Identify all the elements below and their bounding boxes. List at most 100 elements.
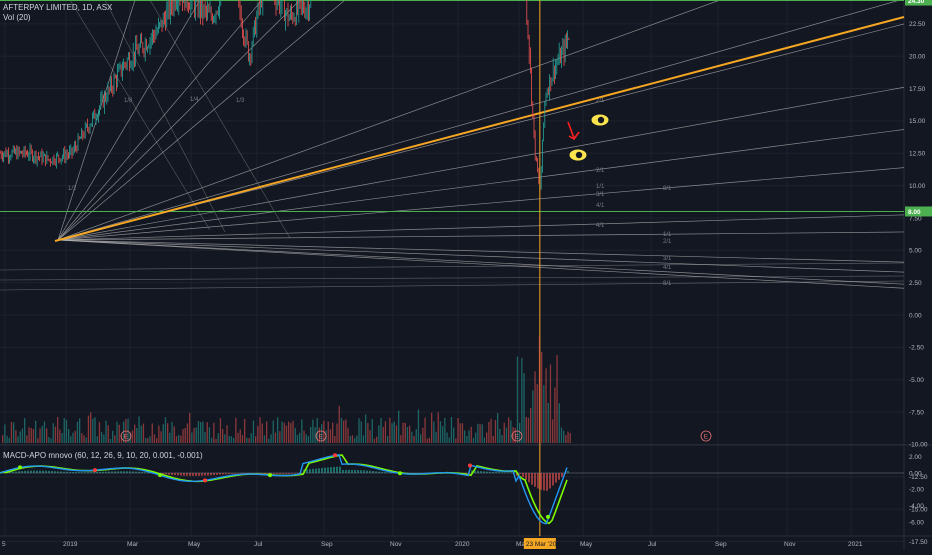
price-axis-label: -7.50 [909, 409, 924, 416]
volume-bar [281, 421, 282, 443]
macd-histogram-bar [111, 471, 113, 473]
volume-bar [169, 433, 170, 443]
macd-histogram-bar [96, 472, 98, 473]
macd-histogram-bar [384, 472, 386, 473]
macd-histogram-bar [204, 473, 206, 476]
volume-bar [145, 438, 146, 443]
volume-bar [97, 436, 98, 443]
volume-bar [53, 423, 54, 443]
volume-bar [475, 433, 476, 443]
volume-bar [70, 436, 71, 443]
macd-histogram-bar [75, 472, 77, 473]
macd-histogram-bar [69, 472, 71, 473]
macd-histogram-bar [30, 471, 32, 473]
macd-histogram-bar [201, 473, 203, 476]
volume-bar [358, 418, 359, 443]
gann-label: 3/1 [596, 192, 605, 198]
volume-bar [171, 422, 172, 443]
price-axis-label: 12.50 [909, 151, 926, 158]
macd-axis-label: -2.00 [909, 487, 924, 494]
macd-histogram-bar [369, 471, 371, 473]
macd-histogram-bar [351, 470, 353, 473]
volume-bar [561, 427, 562, 443]
volume-bar [224, 434, 225, 443]
volume-bar [363, 435, 364, 443]
volume-bar [59, 430, 60, 443]
volume-bar [396, 425, 397, 443]
volume-bar [539, 336, 540, 443]
volume-bar [240, 429, 241, 443]
macd-histogram-bar [483, 471, 485, 473]
volume-bar [2, 435, 3, 443]
volume-bar [405, 423, 406, 443]
time-axis-label: Sep [715, 541, 727, 548]
price-axis-label: 2.50 [909, 280, 922, 287]
price-axis-label: -2.50 [909, 345, 924, 352]
volume-bar [411, 432, 412, 443]
time-axis-label: 2021 [848, 541, 863, 548]
price-axis-label: 15.00 [909, 118, 926, 125]
macd-histogram-bar [72, 472, 74, 473]
volume-bar [466, 436, 467, 443]
volume-bar [147, 438, 148, 443]
volume-bar [90, 412, 91, 443]
volume-bar [134, 425, 135, 443]
volume-bar [345, 420, 346, 443]
volume-bar [218, 433, 219, 443]
volume-bar [11, 422, 12, 443]
macd-histogram-bar [57, 471, 59, 473]
macd-histogram-bar [306, 469, 308, 473]
earnings-label: E [319, 434, 324, 441]
volume-bar [277, 417, 278, 443]
macd-histogram-bar [378, 472, 380, 473]
macd-histogram-bar [492, 472, 494, 473]
macd-histogram-bar [507, 472, 509, 473]
volume-bar [193, 428, 194, 443]
macd-histogram-bar [126, 471, 128, 473]
macd-histogram-bar [177, 473, 179, 475]
volume-bar [449, 438, 450, 443]
volume-bar [495, 420, 496, 443]
volume-bar [55, 427, 56, 443]
volume-bar [207, 422, 208, 443]
volume-bar [229, 436, 230, 443]
macd-histogram-bar [345, 470, 347, 473]
price-level-badge-label: 24.30 [908, 0, 925, 5]
macd-cross-dot [268, 473, 272, 477]
macd-histogram-bar [312, 469, 314, 473]
volume-bar [479, 424, 480, 443]
macd-axis-label: 0.00 [909, 470, 922, 477]
macd-histogram-bar [186, 473, 188, 476]
volume-bar [220, 418, 221, 443]
volume-bar [567, 432, 568, 443]
volume-bar [354, 438, 355, 443]
volume-bar [570, 433, 571, 443]
volume-bar [119, 425, 120, 443]
macd-histogram-bar [63, 472, 65, 473]
macd-histogram-bar [363, 470, 365, 473]
volume-bar [330, 429, 331, 443]
macd-histogram-bar [546, 473, 548, 491]
macd-histogram-bar [561, 473, 563, 477]
volume-bar [108, 425, 109, 443]
volume-bar [543, 385, 544, 443]
macd-histogram-bar [33, 471, 35, 473]
eye-icon-pupil [576, 152, 582, 158]
gann-label: 1/1 [663, 232, 672, 238]
macd-histogram-bar [237, 473, 239, 474]
volume-bar [31, 428, 32, 443]
volume-bar [211, 438, 212, 443]
volume-bar [248, 438, 249, 443]
macd-histogram-bar [510, 472, 512, 473]
volume-bar [435, 432, 436, 443]
volume-bar [497, 413, 498, 443]
volume-bar [314, 427, 315, 443]
volume-bar [101, 432, 102, 443]
volume-bar [61, 433, 62, 443]
volume-bar [75, 431, 76, 443]
macd-histogram-bar [504, 472, 506, 473]
volume-bar [391, 423, 392, 443]
macd-histogram-bar [522, 473, 524, 477]
volume-bar [26, 435, 27, 443]
